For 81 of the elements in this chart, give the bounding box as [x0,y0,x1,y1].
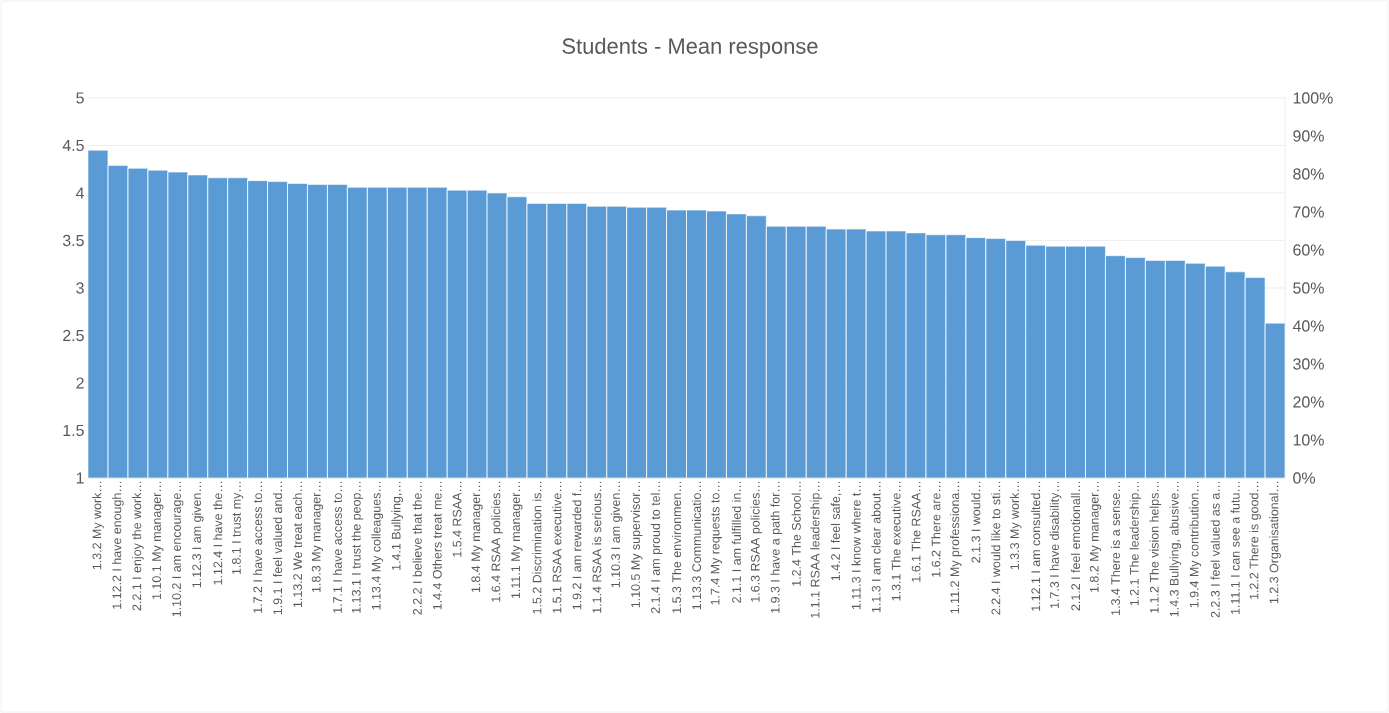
x-tick-label: 1.5.1 RSAA executive… [552,481,562,613]
y-tick-label: 4 [75,187,85,199]
x-tick-label: 1.6.2 There are… [931,481,941,577]
y-tick-label: 4.5 [62,139,84,152]
x-tick-label: 1.8.3 My manager… [311,481,324,593]
x-tick-label: 1.2.4 The School… [791,481,801,586]
x-tick-label: 2.1.4 I am proud to tel… [650,481,663,614]
x-tick-label: 1.3.3 My work… [1009,481,1022,570]
y2-tick-label: 70% [1293,206,1324,218]
x-tick-label: 1.11.1 My manager… [511,481,523,599]
x-tick-label: 1.7.2 I have access to… [253,481,263,613]
x-tick-label: 1.6.4 RSAA policies… [491,481,503,602]
x-tick-label: 1.4.1 Bullying,… [391,481,404,570]
x-tick-label: 2.1.2 I feel emotionall… [1070,481,1081,611]
x-tick-label: 1.3.1 The executive… [891,481,901,601]
x-tick-label: 1.2.2 There is good… [1249,481,1261,599]
x-tick-label: 1.3.4 There is a sense… [1110,481,1120,615]
y2-tick-label: 0% [1293,472,1316,484]
x-tick-label: 1.10.3 I am given… [610,481,623,588]
x-tick-label: 1.12.2 I have enough… [112,481,124,609]
x-tick-label: 2.2.3 I feel valued as a… [1210,481,1220,618]
x-tick-label: 1.9.1 I feel valued and… [272,481,283,615]
x-tick-label: 1.7.3 I have disability… [1049,481,1062,608]
x-tick-label: 1.1.3 I am clear about… [871,481,881,613]
x-tick-label: 1.12.1 I am consulted… [1031,481,1041,611]
x-tick-label: 1.2.1 The leadership… [1129,481,1142,606]
x-tick-label: 1.4.2 I feel safe,… [830,481,842,581]
y-tick-label: 5 [76,92,84,104]
x-tick-label: 1.9.3 I have a path for… [770,481,783,613]
x-tick-label: 1.4.3 Bullying, abusive… [1169,481,1182,617]
x-tick-label: 1.3.2 My work… [92,481,104,570]
x-tick-label: 1.2.3 Organisational… [1269,481,1281,604]
y2-tick-label: 90% [1293,130,1324,142]
y-tick-label: 3.5 [62,234,84,247]
x-tick-label: 1.6.3 RSAA policies… [750,481,763,602]
x-tick-label: 2.1.1 I am fulfilled in… [731,481,741,603]
x-tick-label: 1.13.3 Communicatio… [691,481,702,610]
y-tick-label: 1.5 [63,424,84,437]
y2-tick-label: 30% [1293,358,1324,370]
x-tick-label: 1.4.4 Others treat me… [432,481,442,610]
y-tick-label: 3 [76,282,84,294]
x-tick-label: 2.2.4 I would like to sti… [991,481,1001,615]
x-tick-label: 1.1.2 The vision helps… [1149,481,1162,613]
x-tick-label: 1.10.1 My manager… [152,481,164,599]
y2-tick-label: 100% [1293,92,1333,104]
x-tick-label: 1.5.3 The environmen… [671,481,682,613]
x-tick-label: 1.9.4 My contribution… [1189,481,1202,608]
x-tick-label: 2.2.2 I believe that the… [412,481,422,615]
y2-tick-label: 20% [1293,396,1324,408]
x-tick-label: 1.8.4 My manager… [471,481,483,593]
y-tick-label: 1 [76,472,84,484]
y2-tick-label: 50% [1293,282,1324,294]
x-tick-label: 2.2.1 I enjoy the work… [132,481,144,611]
x-tick-label: 1.13.2 We treat each… [292,481,303,608]
y2-tick-label: 40% [1292,320,1324,332]
y2-tick-label: 10% [1293,434,1324,446]
x-tick-label: 1.13.4 My colleagues… [371,481,384,610]
chart-title: Students - Mean response [562,37,818,59]
x-tick-label: 1.13.1 I trust the peop… [351,481,364,613]
x-tick-label: 1.5.4 RSAA… [452,481,462,557]
x-tick-label: 1.9.2 I am rewarded f… [572,481,582,610]
x-tick-label: 1.10.2 I am encourage… [172,481,184,617]
x-tick-label: 1.1.4 RSAA is serious… [592,481,602,613]
x-tick-label: 1.5.2 Discrimination is… [532,481,542,614]
y2-tick-label: 60% [1293,244,1324,256]
x-tick-label: 1.11.3 I know where t… [851,481,861,610]
y-tick-label: 2 [76,377,84,389]
x-tick-label: 1.12.4 I have the… [213,481,223,585]
x-tick-label: 1.11.2 My professiona… [950,481,962,614]
y-tick-label: 2.5 [63,329,84,342]
x-tick-label: 1.8.1 I trust my… [231,481,244,575]
x-tick-label: 2.1.3 I would… [971,481,981,563]
x-tick-label: 1.7.4 My requests to… [710,481,722,605]
x-tick-label: 1.12.3 I am given… [191,481,204,588]
y2-tick-label: 80% [1293,168,1324,180]
x-tick-label: 1.11.1 I can see a futu… [1230,481,1240,615]
x-tick-label: 1.6.1 The RSAA… [911,481,921,582]
x-tick-label: 1.7.1 I have access to… [332,481,342,613]
x-tick-label: 1.8.2 My manager… [1089,481,1102,593]
x-tick-label: 1.1.1 RSAA leadership… [810,481,822,618]
x-tick-label: 1.10.5 My supervisor… [630,481,643,608]
